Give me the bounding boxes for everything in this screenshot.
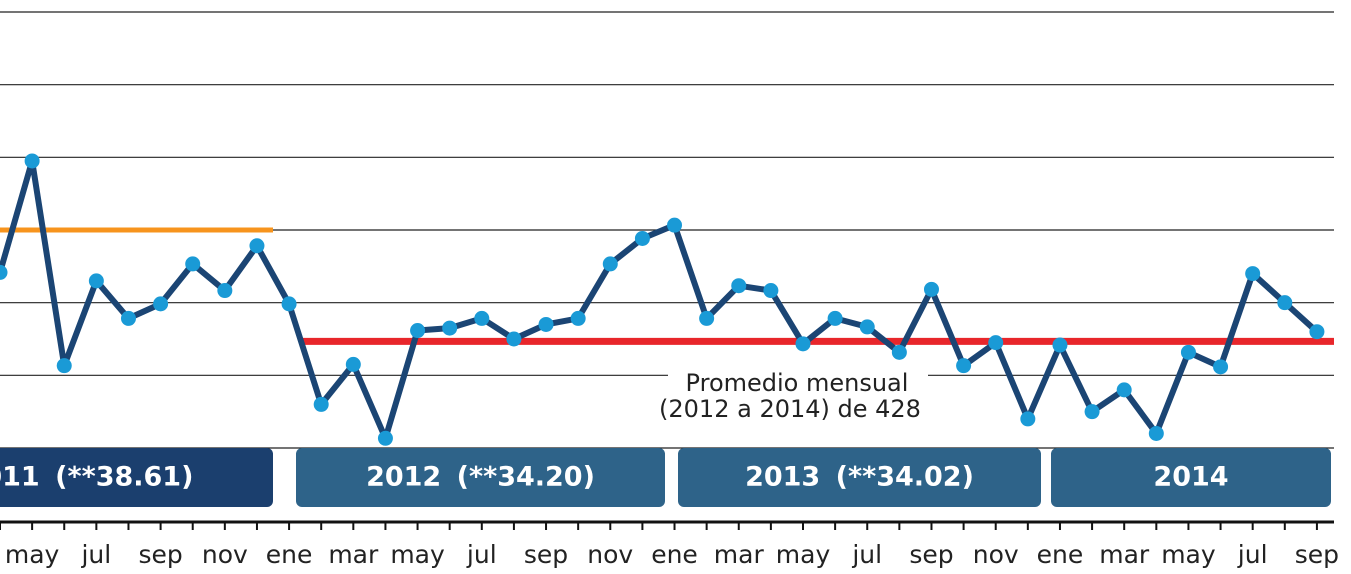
- data-point: [1245, 266, 1261, 282]
- data-point: [1020, 411, 1036, 427]
- data-point: [153, 296, 169, 312]
- year-box: [0, 448, 273, 507]
- data-point: [506, 331, 522, 347]
- data-point: [1180, 344, 1196, 360]
- x-tick-label: ene: [1037, 540, 1084, 569]
- data-point: [345, 356, 361, 372]
- year-label: 2013 (**34.02): [745, 462, 974, 493]
- data-point: [313, 396, 329, 412]
- data-point: [185, 256, 201, 272]
- data-point: [1052, 337, 1068, 353]
- x-tick-label: mar: [714, 540, 765, 569]
- data-point: [602, 256, 618, 272]
- annotation: (2012 a 2014) de 428: [659, 395, 921, 423]
- x-tick-label: sep: [524, 540, 568, 569]
- data-point: [891, 344, 907, 360]
- data-point: [923, 281, 939, 297]
- data-point: [281, 296, 297, 312]
- data-point: [1277, 295, 1293, 311]
- x-tick-label: jul: [1237, 540, 1268, 569]
- data-point: [763, 283, 779, 299]
- data-point: [410, 323, 426, 339]
- data-point: [956, 358, 972, 374]
- data-point: [249, 238, 265, 254]
- year-box: [296, 448, 665, 507]
- annotation: Promedio mensual: [686, 369, 909, 397]
- data-point: [667, 217, 683, 233]
- x-tick-label: nov: [973, 540, 1019, 569]
- data-point: [731, 278, 747, 294]
- year-box: [1051, 448, 1331, 507]
- x-tick-label: jul: [851, 540, 882, 569]
- x-tick-label: may: [776, 540, 831, 569]
- x-tick-label: nov: [202, 540, 248, 569]
- x-tick-label: may: [1161, 540, 1216, 569]
- x-tick-label: sep: [909, 540, 953, 569]
- data-point: [634, 230, 650, 246]
- data-point: [24, 153, 40, 169]
- x-tick-label: ene: [651, 540, 698, 569]
- data-point: [56, 358, 72, 374]
- annotation-bg: [668, 370, 928, 420]
- data-point: [120, 310, 136, 326]
- data-point: [1309, 324, 1325, 340]
- x-tick-label: may: [5, 540, 60, 569]
- data-point: [795, 336, 811, 352]
- year-label: 2011 (**38.61): [0, 462, 193, 493]
- x-tick-label: mar: [1099, 540, 1150, 569]
- data-point: [988, 335, 1004, 351]
- year-box: [678, 448, 1041, 507]
- x-tick-label: jul: [466, 540, 497, 569]
- data-point: [699, 310, 715, 326]
- x-tick-label: sep: [138, 540, 182, 569]
- data-point: [1148, 425, 1164, 441]
- data-point: [88, 273, 104, 289]
- data-point: [538, 316, 554, 332]
- x-tick-label: ene: [266, 540, 313, 569]
- x-tick-label: nov: [587, 540, 633, 569]
- data-point: [1116, 382, 1132, 398]
- x-tick-label: jul: [80, 540, 111, 569]
- data-point: [474, 310, 490, 326]
- data-point: [377, 430, 393, 446]
- year-label: 2014: [1153, 462, 1228, 493]
- data-point: [0, 264, 8, 280]
- year-label: 2012 (**34.20): [366, 462, 595, 493]
- data-point: [1213, 359, 1229, 375]
- x-tick-label: sep: [1295, 540, 1339, 569]
- data-point: [827, 310, 843, 326]
- x-tick-label: may: [390, 540, 445, 569]
- x-tick-label: mar: [328, 540, 379, 569]
- data-point: [570, 310, 586, 326]
- data-point: [442, 320, 458, 336]
- data-point: [1084, 404, 1100, 420]
- data-point: [217, 283, 233, 299]
- data-point: [859, 319, 875, 335]
